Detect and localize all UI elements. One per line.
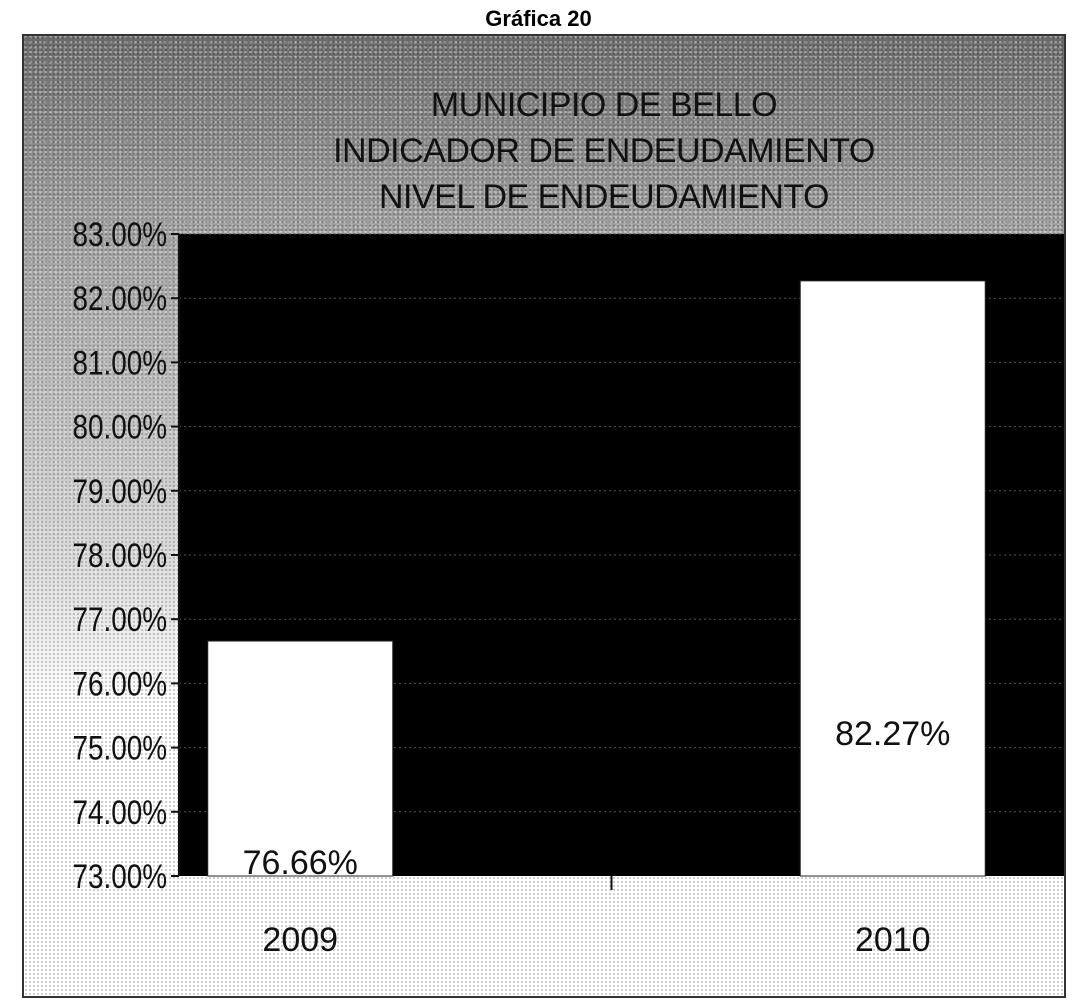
bar-2010 — [799, 280, 986, 877]
chart-title-line-3: NIVEL DE ENDEUDAMIENTO — [379, 178, 829, 216]
data-label-2009: 76.66% — [243, 844, 358, 882]
y-tick-label: 76.00% — [72, 665, 167, 703]
y-tick-label: 77.00% — [72, 601, 167, 639]
page-heading: Gráfica 20 — [485, 6, 592, 31]
x-tick-label-2009: 2009 — [262, 921, 338, 959]
y-tick-label: 79.00% — [72, 472, 167, 510]
y-tick-label: 73.00% — [72, 857, 167, 895]
data-label-2010: 82.27% — [835, 715, 950, 753]
y-tick-label: 75.00% — [72, 729, 167, 767]
chart-frame: MUNICIPIO DE BELLO INDICADOR DE ENDEUDAM… — [22, 34, 1066, 998]
chart-title-line-1: MUNICIPIO DE BELLO — [430, 86, 778, 124]
bar-chart: 73.00% 74.00% 75.00% 76.00% 77.00% 78.00% 79.0… — [72, 215, 1064, 959]
y-tick-label: 82.00% — [72, 280, 167, 318]
bar-2009 — [207, 640, 394, 877]
chart-title: MUNICIPIO DE BELLO INDICADOR DE ENDEUDAM… — [224, 82, 984, 220]
x-tick-label-2010: 2010 — [855, 921, 931, 959]
y-tick-label: 81.00% — [72, 344, 167, 382]
chart-title-line-2: INDICADOR DE ENDEUDAMIENTO — [333, 132, 875, 170]
y-tick-label: 78.00% — [72, 536, 167, 574]
y-tick-label: 80.00% — [72, 408, 167, 446]
y-tick-label: 83.00% — [72, 215, 167, 253]
y-tick-label: 74.00% — [72, 793, 167, 831]
